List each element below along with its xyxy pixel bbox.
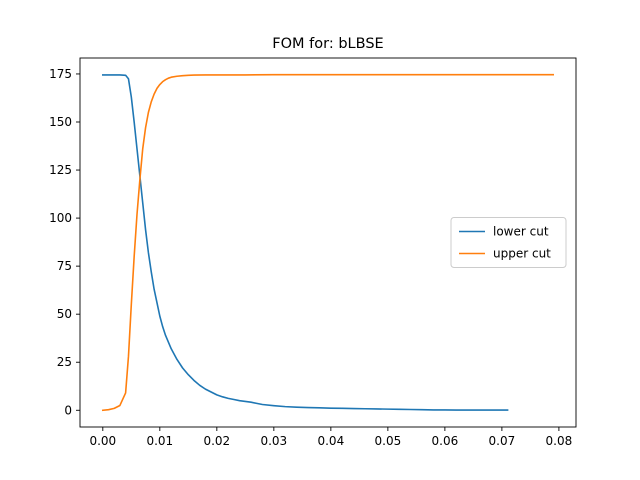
y-tick-label: 175 (49, 67, 72, 81)
x-tick-label: 0.02 (203, 434, 230, 448)
plot-area (79, 57, 577, 428)
chart-title: FOM for: bLBSE (272, 36, 383, 52)
legend-label-lower-cut: lower cut (493, 225, 549, 239)
y-tick-label: 75 (57, 259, 72, 273)
x-tick-label: 0.06 (432, 434, 459, 448)
y-tick-label: 125 (49, 163, 72, 177)
x-tick-label: 0.07 (489, 434, 516, 448)
series-layer (101, 73, 555, 412)
x-tick-label: 0.03 (260, 434, 287, 448)
y-axis: 0 25 50 75 100 125 150 175 (49, 67, 80, 417)
y-tick-label: 25 (57, 355, 72, 369)
y-tick-label: 0 (64, 403, 72, 417)
x-tick-label: 0.04 (317, 434, 344, 448)
series-line-upper-cut (101, 73, 555, 412)
y-tick-label: 50 (57, 307, 72, 321)
legend-label-upper-cut: upper cut (493, 247, 551, 261)
x-tick-label: 0.05 (375, 434, 402, 448)
plot-frame (79, 57, 577, 428)
x-axis: 0.00 0.01 0.02 0.03 0.04 0.05 0.06 0.07 0.08 (89, 427, 572, 448)
x-tick-label: 0.08 (546, 434, 573, 448)
legend-box (450, 217, 567, 268)
y-tick-label: 150 (49, 115, 72, 129)
legend: lower cut upper cut (450, 217, 567, 268)
x-tick-label: 0.00 (89, 434, 116, 448)
x-tick-label: 0.01 (146, 434, 173, 448)
y-tick-label: 100 (49, 211, 72, 225)
